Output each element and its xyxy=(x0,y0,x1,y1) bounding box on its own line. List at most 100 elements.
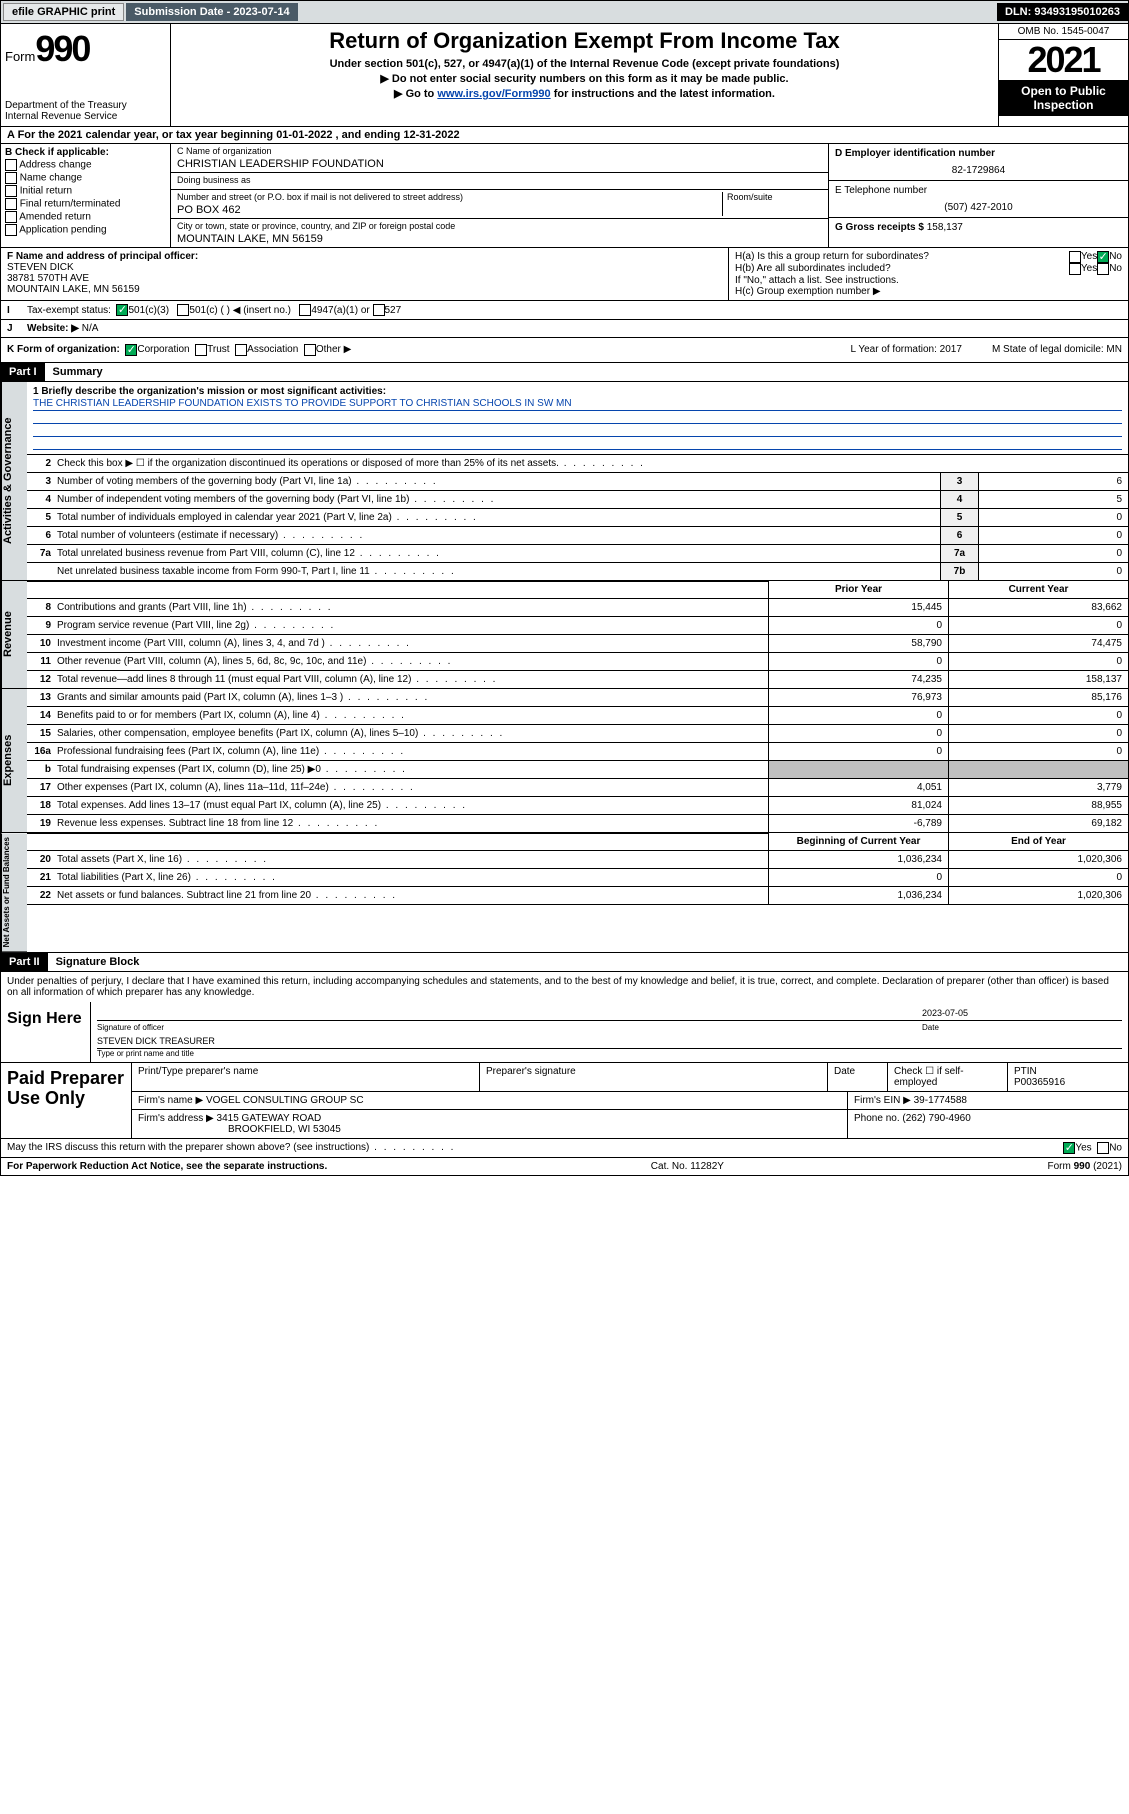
form-header: Form990 Department of the Treasury Inter… xyxy=(0,24,1129,127)
gross-value: 158,137 xyxy=(927,222,963,233)
current-year-header: Current Year xyxy=(948,581,1128,598)
gov-row: 3Number of voting members of the governi… xyxy=(27,473,1128,491)
phone-label: E Telephone number xyxy=(835,185,1122,196)
header-left: Form990 Department of the Treasury Inter… xyxy=(1,24,171,126)
chk-address-change[interactable]: Address change xyxy=(5,159,166,171)
discuss-yes[interactable]: ✓ xyxy=(1063,1142,1075,1154)
data-row: 16aProfessional fundraising fees (Part I… xyxy=(27,743,1128,761)
discuss-text: May the IRS discuss this return with the… xyxy=(7,1142,455,1154)
summary-expenses: Expenses 13Grants and similar amounts pa… xyxy=(0,689,1129,833)
mission-label: 1 Briefly describe the organization's mi… xyxy=(33,386,1122,397)
prep-phone-label: Phone no. xyxy=(854,1113,900,1124)
inspection-badge: Open to Public Inspection xyxy=(999,80,1128,116)
prep-ptin-val: P00365916 xyxy=(1014,1077,1122,1088)
gov-row: 6Total number of volunteers (estimate if… xyxy=(27,527,1128,545)
sig-date-label: Date xyxy=(922,1023,1122,1032)
dba-label: Doing business as xyxy=(177,175,822,185)
mission-blank2 xyxy=(33,424,1122,437)
chk-final-return[interactable]: Final return/terminated xyxy=(5,198,166,210)
data-row: 9Program service revenue (Part VIII, lin… xyxy=(27,617,1128,635)
side-label-revenue: Revenue xyxy=(1,581,27,689)
chk-501c3[interactable]: ✓ xyxy=(116,304,128,316)
chk-4947[interactable] xyxy=(299,304,311,316)
org-name: CHRISTIAN LEADERSHIP FOUNDATION xyxy=(177,156,822,170)
data-row: 14Benefits paid to or for members (Part … xyxy=(27,707,1128,725)
part1-title: Summary xyxy=(45,363,111,381)
firm-addr-label: Firm's address ▶ xyxy=(138,1113,214,1124)
data-row: bTotal fundraising expenses (Part IX, co… xyxy=(27,761,1128,779)
data-row: 19Revenue less expenses. Subtract line 1… xyxy=(27,815,1128,833)
gov-row: 7aTotal unrelated business revenue from … xyxy=(27,545,1128,563)
prior-year-header: Prior Year xyxy=(768,581,948,598)
summary-revenue: Revenue Prior Year Current Year 8Contrib… xyxy=(0,581,1129,689)
chk-application-pending[interactable]: Application pending xyxy=(5,224,166,236)
data-row: 11Other revenue (Part VIII, column (A), … xyxy=(27,653,1128,671)
form-note1: ▶ Do not enter social security numbers o… xyxy=(179,72,990,85)
data-row: 21Total liabilities (Part X, line 26)00 xyxy=(27,869,1128,887)
mission-blank1 xyxy=(33,411,1122,424)
room-label: Room/suite xyxy=(727,192,822,202)
officer-name: STEVEN DICK xyxy=(7,262,722,273)
preparer-block: Paid Preparer Use Only Print/Type prepar… xyxy=(1,1062,1128,1138)
tax-status-label: Tax-exempt status: xyxy=(27,305,111,316)
side-label-governance: Activities & Governance xyxy=(1,382,27,581)
state-domicile: M State of legal domicile: MN xyxy=(992,344,1122,356)
prep-name-hdr: Print/Type preparer's name xyxy=(132,1063,480,1091)
year-formation: L Year of formation: 2017 xyxy=(851,344,962,356)
col-d-identifiers: D Employer identification number 82-1729… xyxy=(828,144,1128,247)
form-prefix: Form xyxy=(5,49,35,64)
footer-right: Form 990 (2021) xyxy=(1048,1161,1122,1172)
irs-link[interactable]: www.irs.gov/Form990 xyxy=(437,88,550,100)
chk-association[interactable] xyxy=(235,344,247,356)
omb-number: OMB No. 1545-0047 xyxy=(999,24,1128,40)
data-row: 13Grants and similar amounts paid (Part … xyxy=(27,689,1128,707)
mission-block: 1 Briefly describe the organization's mi… xyxy=(27,382,1128,455)
form-note2: ▶ Go to www.irs.gov/Form990 for instruct… xyxy=(179,87,990,100)
mission-blank3 xyxy=(33,437,1122,450)
street-label: Number and street (or P.O. box if mail i… xyxy=(177,192,722,202)
chk-527[interactable] xyxy=(373,304,385,316)
summary-governance: Activities & Governance 1 Briefly descri… xyxy=(0,382,1129,581)
header-right: OMB No. 1545-0047 2021 Open to Public In… xyxy=(998,24,1128,126)
data-row: 15Salaries, other compensation, employee… xyxy=(27,725,1128,743)
revenue-header: Prior Year Current Year xyxy=(27,581,1128,599)
chk-other[interactable] xyxy=(304,344,316,356)
chk-corporation[interactable]: ✓ xyxy=(125,344,137,356)
chk-trust[interactable] xyxy=(195,344,207,356)
discuss-no[interactable] xyxy=(1097,1142,1109,1154)
hb-note: If "No," attach a list. See instructions… xyxy=(735,275,1122,286)
street-value: PO BOX 462 xyxy=(177,202,722,216)
col-f-officer: F Name and address of principal officer:… xyxy=(1,248,728,300)
end-year-header: End of Year xyxy=(948,833,1128,850)
chk-501c[interactable] xyxy=(177,304,189,316)
gov-row: 2Check this box ▶ ☐ if the organization … xyxy=(27,455,1128,473)
chk-initial-return[interactable]: Initial return xyxy=(5,185,166,197)
prep-date-hdr: Date xyxy=(828,1063,888,1091)
row-i-tax-status: I Tax-exempt status: ✓ 501(c)(3) 501(c) … xyxy=(0,301,1129,320)
part1-badge: Part I xyxy=(1,363,45,381)
row-j-website: J Website: ▶ N/A xyxy=(0,320,1129,338)
firm-name: VOGEL CONSULTING GROUP SC xyxy=(206,1095,364,1106)
prep-ptin-hdr: PTIN xyxy=(1014,1066,1122,1077)
form-subtitle: Under section 501(c), 527, or 4947(a)(1)… xyxy=(179,58,990,70)
city-label: City or town, state or province, country… xyxy=(177,221,822,231)
dba-value xyxy=(177,185,822,187)
sig-officer-label: Signature of officer xyxy=(97,1023,922,1032)
ein-label: D Employer identification number xyxy=(835,148,1122,159)
chk-amended-return[interactable]: Amended return xyxy=(5,211,166,223)
topbar: efile GRAPHIC print Submission Date - 20… xyxy=(0,0,1129,24)
data-row: 22Net assets or fund balances. Subtract … xyxy=(27,887,1128,905)
form-title: Return of Organization Exempt From Incom… xyxy=(179,28,990,54)
gov-row: 5Total number of individuals employed in… xyxy=(27,509,1128,527)
efile-link[interactable]: efile GRAPHIC print xyxy=(3,3,124,21)
sig-date: 2023-07-05 xyxy=(922,1008,1122,1018)
chk-name-change[interactable]: Name change xyxy=(5,172,166,184)
data-row: 17Other expenses (Part IX, column (A), l… xyxy=(27,779,1128,797)
footer-catno: Cat. No. 11282Y xyxy=(651,1161,724,1172)
firm-ein-label: Firm's EIN ▶ xyxy=(854,1095,911,1106)
begin-year-header: Beginning of Current Year xyxy=(768,833,948,850)
col-b-checkboxes: B Check if applicable: Address change Na… xyxy=(1,144,171,247)
data-row: 12Total revenue—add lines 8 through 11 (… xyxy=(27,671,1128,689)
side-label-expenses: Expenses xyxy=(1,689,27,833)
officer-street: 38781 570TH AVE xyxy=(7,273,722,284)
